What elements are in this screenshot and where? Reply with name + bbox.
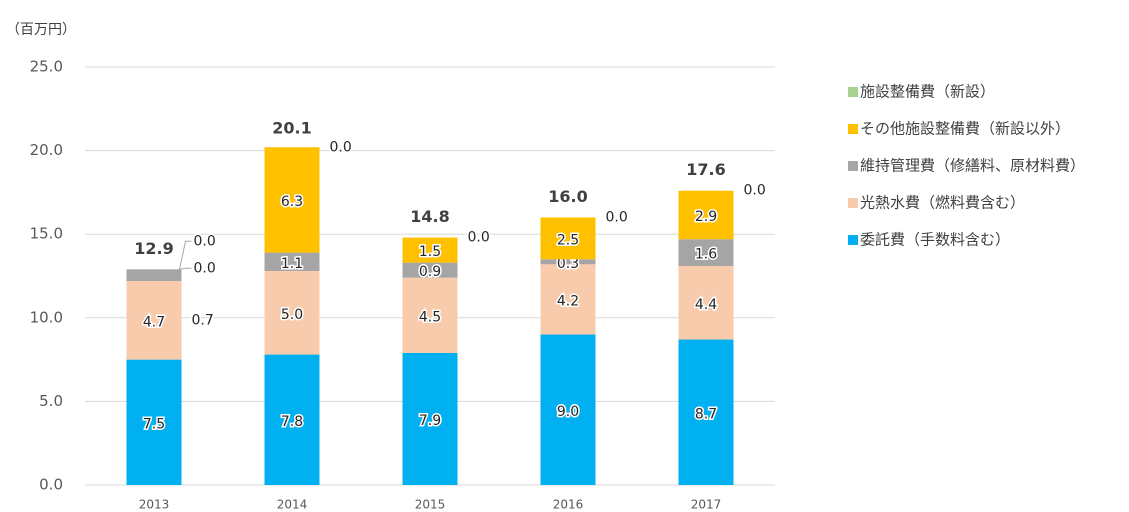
total-label: 16.0 (548, 187, 587, 206)
data-label: 7.9 (419, 413, 441, 429)
y-tick-label: 0.0 (39, 476, 63, 494)
bar-segment (264, 147, 320, 253)
data-label: 0.0 (606, 209, 628, 225)
data-label: 5.0 (281, 307, 303, 323)
data-label: 8.7 (695, 406, 717, 422)
y-tick-label: 20.0 (30, 141, 63, 159)
bar-segment (126, 269, 182, 282)
data-label: 9.0 (557, 404, 579, 420)
legend-swatch (848, 87, 858, 97)
legend-label: 光熱水費（燃料費含む） (860, 194, 1025, 212)
y-tick-label: 15.0 (30, 225, 63, 243)
y-tick-label: 25.0 (30, 58, 63, 76)
bar-segment (678, 190, 734, 240)
total-label: 17.6 (686, 160, 725, 179)
data-label: 2.5 (557, 232, 579, 248)
legend-label: 施設整備費（新設） (860, 83, 995, 101)
leader-line (179, 267, 192, 270)
total-label: 14.8 (410, 207, 449, 226)
data-label: 0.0 (330, 139, 352, 155)
x-tick-label: 2015 (415, 498, 446, 512)
legend-label: 委託費（手数料含む） (860, 231, 1010, 249)
y-axis-label: （百万円） (6, 22, 76, 38)
bar-segment (402, 237, 458, 263)
x-tick-label: 2014 (277, 498, 308, 512)
y-tick-label: 10.0 (30, 308, 63, 326)
total-label: 20.1 (272, 118, 311, 137)
legend-swatch (848, 161, 858, 171)
bar-segment (540, 264, 596, 335)
bar-segment (126, 281, 182, 360)
legend-swatch (848, 124, 858, 134)
data-label: 2.9 (695, 209, 717, 225)
legend-swatch (848, 198, 858, 208)
bar-segment (264, 270, 320, 355)
x-tick-label: 2017 (691, 498, 722, 512)
bar-segment (264, 354, 320, 485)
bar-segment (678, 339, 734, 485)
legend-label: その他施設整備費（新設以外） (860, 120, 1070, 138)
bar-segment (264, 252, 320, 271)
data-label: 4.5 (419, 309, 441, 325)
y-tick-label: 5.0 (39, 392, 63, 410)
bar-segment (678, 239, 734, 266)
data-label: 0.0 (194, 260, 216, 276)
data-label: 0.9 (419, 264, 441, 280)
data-label: 7.5 (143, 416, 165, 432)
data-label: 0.0 (744, 183, 766, 199)
x-tick-label: 2013 (139, 498, 170, 512)
data-label: 0.0 (468, 230, 490, 246)
data-label: 1.5 (419, 244, 441, 260)
bar-segment (540, 217, 596, 260)
bar-segment (540, 259, 596, 265)
data-label: 0.0 (194, 233, 216, 249)
data-label: 4.7 (143, 314, 165, 330)
bar-segment (402, 352, 458, 485)
data-label: 4.2 (557, 293, 579, 309)
data-label: 1.1 (281, 256, 303, 272)
x-tick-label: 2016 (553, 498, 584, 512)
bar-segment (678, 265, 734, 340)
legend-label: 維持管理費（修繕料、原材料費） (860, 157, 1085, 175)
bar-segment (402, 277, 458, 353)
data-label: 0.7 (192, 312, 214, 328)
data-label: 1.6 (695, 247, 717, 263)
data-label: 6.3 (281, 194, 303, 210)
legend-swatch (848, 235, 858, 245)
bar-segment (540, 334, 596, 485)
total-label: 12.9 (134, 239, 173, 258)
data-label: 4.4 (695, 297, 717, 313)
bar-segment (126, 359, 182, 485)
data-label: 7.8 (281, 414, 303, 430)
bar-segment (402, 262, 458, 278)
leader-line (179, 240, 192, 270)
